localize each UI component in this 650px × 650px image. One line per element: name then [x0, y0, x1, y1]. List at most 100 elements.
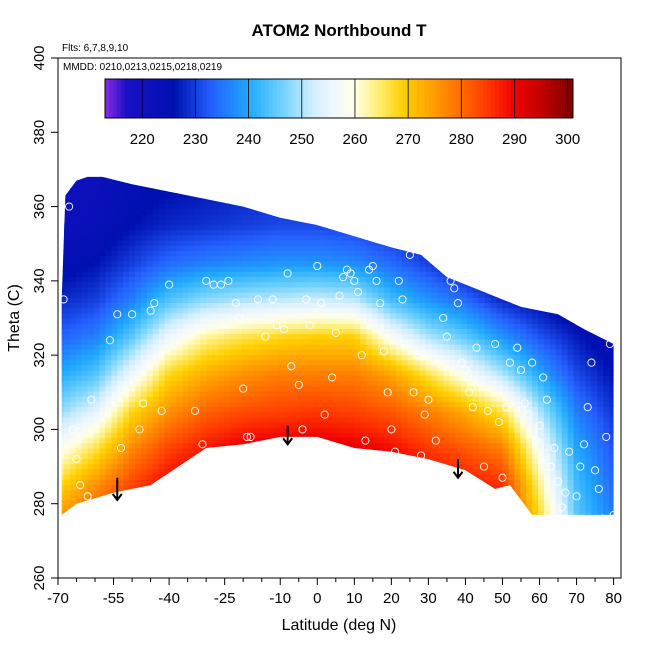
- field-cell: [212, 359, 219, 366]
- field-cell: [194, 271, 201, 277]
- field-cell: [87, 177, 95, 184]
- field-cell: [253, 416, 261, 423]
- field-cell: [200, 453, 207, 459]
- field-cell: [182, 255, 189, 262]
- field-cell: [146, 302, 154, 309]
- field-cell: [224, 167, 231, 173]
- field-cell: [135, 177, 142, 184]
- field-cell: [395, 500, 403, 506]
- field-cell: [443, 489, 450, 496]
- field-cell: [443, 219, 450, 225]
- field-cell: [253, 364, 261, 371]
- field-cell: [135, 307, 142, 314]
- field-cell: [330, 176, 338, 179]
- field-cell: [366, 162, 373, 168]
- field-cell: [466, 338, 474, 345]
- field-cell: [466, 328, 474, 335]
- field-cell: [283, 276, 290, 283]
- field-cell: [93, 182, 101, 189]
- field-cell: [129, 292, 136, 298]
- field-cell: [253, 266, 261, 272]
- field-cell: [129, 266, 136, 272]
- field-cell: [241, 176, 249, 179]
- field-cell: [93, 458, 101, 465]
- field-cell: [253, 489, 261, 496]
- field-cell: [366, 198, 373, 205]
- field-cell: [271, 442, 278, 449]
- field-cell: [348, 463, 355, 470]
- field-cell: [443, 396, 450, 402]
- field-cell: [300, 453, 308, 459]
- field-cell: [425, 432, 432, 439]
- field-cell: [223, 432, 231, 439]
- field-cell: [443, 344, 450, 350]
- field-cell: [360, 385, 367, 392]
- field-cell: [443, 162, 450, 168]
- field-cell: [437, 448, 444, 454]
- field-cell: [182, 302, 189, 309]
- field-cell: [449, 385, 456, 392]
- field-cell: [318, 297, 326, 303]
- field-cell: [75, 208, 83, 215]
- field-cell: [378, 224, 385, 231]
- field-cell: [212, 214, 219, 220]
- field-cell: [61, 176, 65, 179]
- field-cell: [146, 453, 154, 459]
- field-cell: [408, 162, 415, 168]
- field-cell: [312, 411, 320, 418]
- field-cell: [235, 323, 243, 329]
- field-cell: [93, 364, 101, 371]
- field-cell: [111, 255, 118, 262]
- field-cell: [93, 234, 101, 241]
- field-cell: [360, 260, 367, 267]
- field-cell: [200, 328, 207, 335]
- field-cell: [152, 208, 160, 215]
- field-cell: [431, 432, 438, 439]
- field-cell: [413, 468, 421, 475]
- field-cell: [265, 240, 272, 246]
- field-cell: [182, 427, 189, 433]
- field-cell: [235, 432, 243, 439]
- field-cell: [140, 328, 148, 335]
- field-cell: [170, 411, 178, 418]
- field-cell: [389, 250, 397, 257]
- field-cell: [63, 286, 71, 293]
- field-cell: [425, 494, 432, 501]
- field-cell: [354, 442, 361, 449]
- field-cell: [389, 396, 397, 402]
- field-cell: [318, 224, 326, 231]
- field-cell: [81, 229, 89, 236]
- field-cell: [336, 385, 344, 392]
- field-cell: [354, 416, 361, 423]
- field-cell: [460, 463, 468, 470]
- field-cell: [325, 167, 332, 173]
- field-cell: [277, 390, 284, 397]
- field-cell: [188, 521, 195, 527]
- field-cell: [235, 354, 243, 361]
- field-cell: [152, 193, 160, 199]
- field-cell: [135, 390, 142, 397]
- field-cell: [146, 468, 154, 475]
- field-cell: [466, 208, 474, 215]
- field-cell: [123, 312, 130, 319]
- field-cell: [99, 370, 107, 376]
- field-cell: [61, 323, 65, 329]
- field-cell: [300, 396, 308, 402]
- field-cell: [283, 396, 290, 402]
- field-cell: [289, 385, 296, 392]
- field-cell: [289, 234, 296, 241]
- field-cell: [455, 500, 462, 506]
- field-cell: [283, 333, 290, 340]
- field-cell: [378, 390, 385, 397]
- field-cell: [271, 338, 278, 345]
- field-cell: [111, 484, 118, 491]
- field-cell: [206, 224, 213, 231]
- field-cell: [455, 318, 462, 324]
- field-cell: [431, 162, 438, 168]
- field-cell: [182, 229, 189, 236]
- field-cell: [129, 193, 136, 199]
- field-cell: [140, 448, 148, 454]
- field-cell: [271, 427, 278, 433]
- field-cell: [188, 271, 195, 277]
- field-cell: [164, 198, 172, 205]
